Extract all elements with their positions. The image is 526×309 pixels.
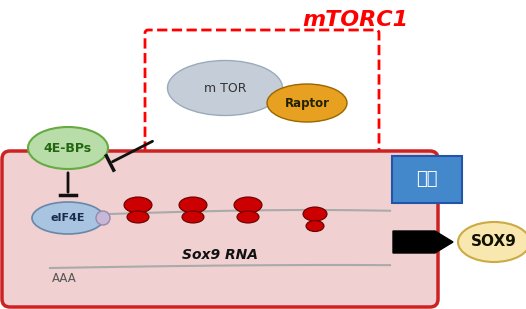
Ellipse shape [167,61,282,116]
FancyBboxPatch shape [392,156,462,203]
FancyBboxPatch shape [2,151,438,307]
Ellipse shape [127,211,149,223]
Ellipse shape [179,197,207,213]
Text: m TOR: m TOR [204,82,246,95]
Text: 翻訳: 翻訳 [416,170,438,188]
Ellipse shape [303,207,327,221]
Ellipse shape [237,211,259,223]
Ellipse shape [234,197,262,213]
Ellipse shape [458,222,526,262]
Ellipse shape [182,211,204,223]
FancyBboxPatch shape [145,30,379,164]
Ellipse shape [28,127,108,169]
Ellipse shape [306,221,324,231]
Ellipse shape [267,84,347,122]
Circle shape [96,211,110,225]
Text: AAA: AAA [52,272,77,285]
Text: eIF4E: eIF4E [50,213,85,223]
Text: 4E-BPs: 4E-BPs [44,142,92,154]
FancyArrow shape [393,231,453,253]
Ellipse shape [32,202,104,234]
Text: mTORC1: mTORC1 [302,10,408,30]
Text: Sox9 RNA: Sox9 RNA [182,248,258,262]
Text: Raptor: Raptor [285,96,329,109]
Ellipse shape [124,197,152,213]
Text: SOX9: SOX9 [471,235,517,249]
